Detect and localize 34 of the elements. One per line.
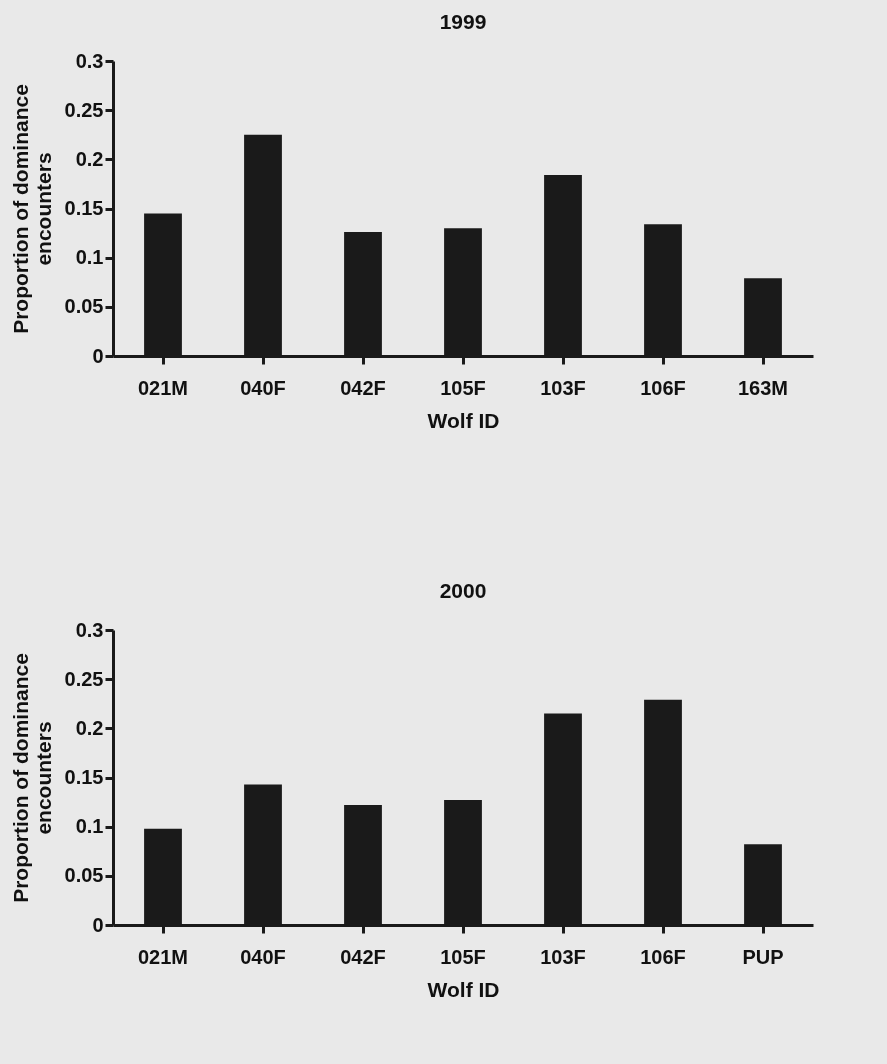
- x-tick-label: 021M: [137, 945, 189, 968]
- y-tick-label: 0.3: [75, 618, 104, 641]
- y-tick-label: 0.1: [75, 246, 104, 269]
- x-tick-label: 040F: [240, 945, 286, 968]
- y-tick-label: 0.3: [75, 49, 104, 72]
- y-tick-label: 0.15: [64, 197, 104, 219]
- x-tick-label: 106F: [640, 376, 686, 399]
- y-axis-title: Proportion of dominance encounters: [8, 84, 55, 334]
- y-tick-label: 0.25: [64, 667, 104, 690]
- x-tick-label: 105F: [440, 945, 486, 968]
- chart-title: 1999: [439, 10, 487, 33]
- y-tick-label: 0: [92, 344, 104, 367]
- y-tick-label: 0.05: [64, 864, 104, 887]
- x-tick-label: 021M: [137, 376, 189, 399]
- x-tick-label: PUP: [742, 945, 784, 968]
- y-tick-label: 0.1: [75, 815, 104, 838]
- x-tick-label: 106F: [640, 945, 686, 968]
- x-tick-label: 163M: [737, 376, 789, 399]
- x-tick-label: 103F: [540, 945, 586, 968]
- x-tick-label: 042F: [340, 376, 386, 399]
- x-axis-title: Wolf ID: [427, 408, 500, 432]
- y-axis-title: Proportion of dominance encounters: [8, 653, 55, 903]
- x-tick-label: 103F: [540, 376, 586, 399]
- x-tick-label: 105F: [440, 376, 486, 399]
- y-tick-label: 0.2: [75, 716, 104, 739]
- x-tick-label: 042F: [340, 945, 386, 968]
- y-tick-label: 0.15: [64, 766, 104, 788]
- y-tick-label: 0.25: [64, 98, 104, 121]
- chart-title: 2000: [439, 579, 487, 602]
- x-axis-title: Wolf ID: [427, 977, 500, 1001]
- y-tick-label: 0: [92, 913, 104, 936]
- y-tick-label: 0.05: [64, 295, 104, 318]
- y-tick-label: 0.2: [75, 147, 104, 170]
- x-tick-label: 040F: [240, 376, 286, 399]
